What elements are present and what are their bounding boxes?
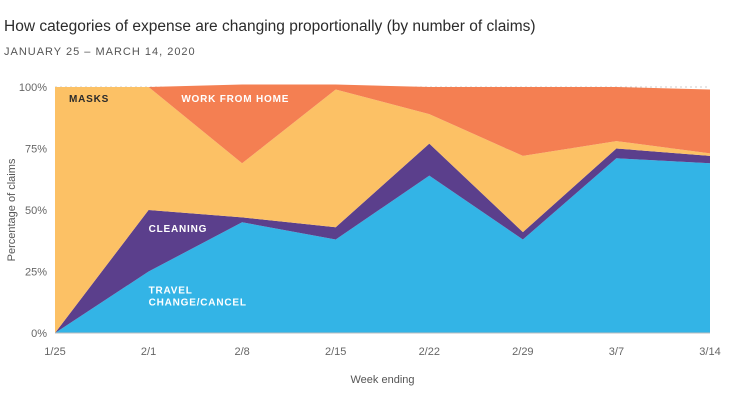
area-series	[55, 84, 710, 333]
x-tick-label: 2/29	[512, 346, 533, 358]
x-tick-label: 3/7	[609, 346, 624, 358]
x-tick-label: 1/25	[44, 346, 65, 358]
area-cleaning	[55, 143, 710, 333]
x-tick-label: 2/8	[234, 346, 249, 358]
area-masks	[55, 87, 710, 333]
area-travel-change-cancel	[55, 158, 710, 333]
series-label: CHANGE/CANCEL	[149, 298, 247, 309]
y-tick-labels: 0% 25% 50% 75% 100%	[19, 82, 47, 340]
x-axis-label: Week ending	[350, 374, 414, 386]
y-tick-label: 25%	[25, 267, 47, 279]
series-label: CLEANING	[149, 224, 208, 235]
chart-subtitle: JANUARY 25 – MARCH 14, 2020	[4, 46, 196, 58]
x-tick-label: 2/1	[141, 346, 156, 358]
x-tick-label: 3/14	[699, 346, 720, 358]
series-label: MASKS	[69, 94, 109, 105]
series-label: WORK FROM HOME	[181, 94, 289, 105]
x-tick-labels: 1/25 2/1 2/8 2/15 2/22 2/29 3/7 3/14	[44, 346, 720, 358]
y-tick-label: 50%	[25, 205, 47, 217]
y-tick-label: 75%	[25, 144, 47, 156]
y-axis-label: Percentage of claims	[6, 158, 18, 261]
y-tick-label: 100%	[19, 82, 47, 94]
y-tick-label: 0%	[31, 328, 47, 340]
x-tick-label: 2/15	[325, 346, 346, 358]
chart-title: How categories of expense are changing p…	[4, 18, 536, 35]
series-label: TRAVEL	[149, 286, 193, 297]
area-work-from-home	[55, 84, 710, 164]
x-tick-label: 2/22	[419, 346, 440, 358]
